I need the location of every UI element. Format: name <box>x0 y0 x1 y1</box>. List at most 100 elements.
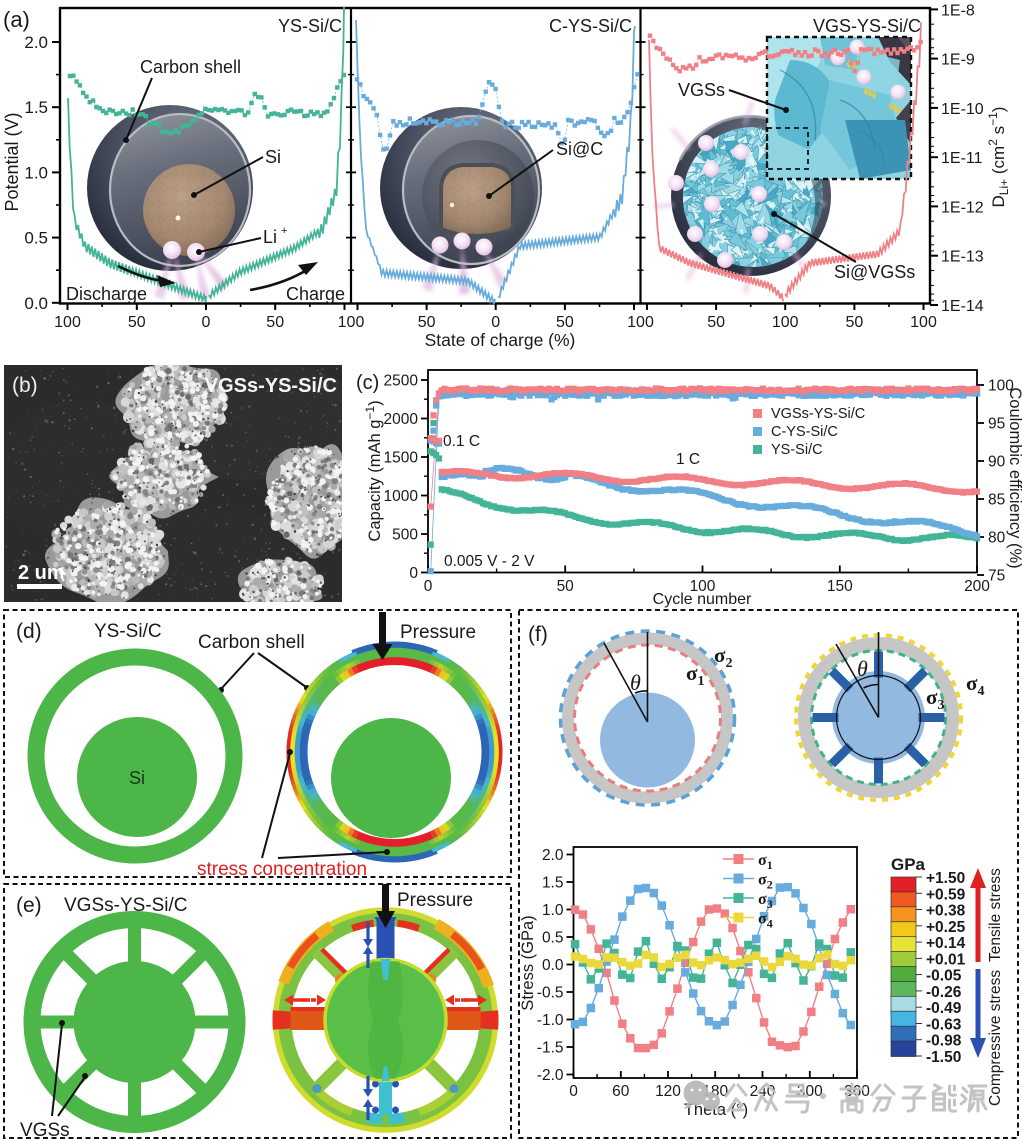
svg-text:50: 50 <box>556 314 574 331</box>
svg-text:0.0: 0.0 <box>542 957 564 974</box>
svg-text:Cycle number: Cycle number <box>653 591 752 608</box>
svg-text:VGSs-YS-Si/C: VGSs-YS-Si/C <box>205 375 337 397</box>
svg-text:500: 500 <box>392 527 418 544</box>
svg-text:-0.98: -0.98 <box>926 1033 962 1050</box>
svg-text:95: 95 <box>988 416 1005 433</box>
svg-text:State of charge (%): State of charge (%) <box>425 330 576 350</box>
svg-text:YS-Si/C: YS-Si/C <box>771 442 823 458</box>
svg-text:DLi+ (cm2 s−1): DLi+ (cm2 s−1) <box>986 107 1011 208</box>
svg-text:+0.01: +0.01 <box>926 951 966 968</box>
svg-text:Li: Li <box>263 227 277 247</box>
svg-text:1.5: 1.5 <box>542 875 564 892</box>
svg-text:Pressure: Pressure <box>397 890 473 911</box>
svg-text:150: 150 <box>827 578 853 595</box>
svg-text:0: 0 <box>202 314 211 331</box>
svg-text:σ3: σ3 <box>758 891 773 911</box>
svg-text:Coulombic efficiency (%): Coulombic efficiency (%) <box>1006 387 1022 568</box>
svg-text:-0.26: -0.26 <box>926 984 962 1001</box>
svg-text:(c): (c) <box>356 372 379 394</box>
svg-text:Capacity (mAh g−1): Capacity (mAh g−1) <box>363 400 384 541</box>
svg-text:(f): (f) <box>528 623 548 646</box>
svg-text:1E-12: 1E-12 <box>941 199 984 216</box>
svg-text:(e): (e) <box>16 894 42 917</box>
svg-text:1000: 1000 <box>384 488 419 505</box>
svg-text:0.005 V - 2 V: 0.005 V - 2 V <box>444 553 535 570</box>
svg-text:2.0: 2.0 <box>542 847 564 864</box>
svg-text:1500: 1500 <box>384 450 419 467</box>
svg-text:1 C: 1 C <box>676 451 700 468</box>
svg-text:50: 50 <box>707 314 725 331</box>
svg-text:200: 200 <box>964 578 990 595</box>
svg-text:Discharge: Discharge <box>66 284 147 304</box>
svg-text:100: 100 <box>54 314 81 331</box>
svg-text:50: 50 <box>557 578 575 595</box>
svg-text:σ2: σ2 <box>714 643 732 671</box>
svg-text:1.5: 1.5 <box>24 98 48 117</box>
svg-text:100: 100 <box>988 378 1014 395</box>
svg-text:+1.50: +1.50 <box>926 870 965 887</box>
svg-text:-0.63: -0.63 <box>926 1017 962 1034</box>
svg-text:Carbon shell: Carbon shell <box>140 57 241 77</box>
svg-text:2500: 2500 <box>384 373 419 390</box>
svg-text:VGS-YS-Si/C: VGS-YS-Si/C <box>813 16 921 36</box>
svg-text:1E-13: 1E-13 <box>941 249 984 266</box>
svg-text:C-YS-Si/C: C-YS-Si/C <box>549 16 632 36</box>
svg-text:+0.59: +0.59 <box>926 886 966 903</box>
svg-text:θ: θ <box>630 670 641 695</box>
svg-text:85: 85 <box>988 492 1005 509</box>
svg-text:1E-14: 1E-14 <box>941 298 984 315</box>
svg-text:-0.5: -0.5 <box>537 985 564 1002</box>
svg-text:90: 90 <box>988 454 1006 471</box>
svg-text:2 um: 2 um <box>18 562 65 584</box>
svg-text:0.0: 0.0 <box>24 294 48 313</box>
svg-text:VGSs-YS-Si/C: VGSs-YS-Si/C <box>64 895 188 916</box>
svg-text:σ4: σ4 <box>966 671 984 699</box>
svg-text:100: 100 <box>772 314 799 331</box>
svg-text:100: 100 <box>910 314 937 331</box>
svg-text:(b): (b) <box>12 374 38 397</box>
svg-text:GPa: GPa <box>891 855 926 874</box>
svg-text:0: 0 <box>424 578 433 595</box>
svg-text:1E-8: 1E-8 <box>941 2 975 19</box>
svg-text:VGSs: VGSs <box>20 1120 70 1140</box>
svg-text:YS-Si/C: YS-Si/C <box>94 621 162 642</box>
svg-text:Potential (V): Potential (V) <box>2 112 22 211</box>
svg-text:θ: θ <box>857 656 868 681</box>
svg-text:2000: 2000 <box>384 411 419 428</box>
svg-text:-1.5: -1.5 <box>537 1040 564 1057</box>
svg-text:1.0: 1.0 <box>24 163 48 182</box>
svg-text:VGSs-YS-Si/C: VGSs-YS-Si/C <box>771 406 865 422</box>
svg-text:+: + <box>281 225 287 237</box>
svg-text:σ1: σ1 <box>758 852 773 872</box>
svg-text:(a): (a) <box>3 7 30 32</box>
svg-text:-0.05: -0.05 <box>926 968 962 985</box>
svg-text:Carbon shell: Carbon shell <box>198 632 305 653</box>
svg-text:100: 100 <box>690 578 716 595</box>
svg-text:+0.38: +0.38 <box>926 903 966 920</box>
svg-text:1E-9: 1E-9 <box>941 52 975 69</box>
svg-text:Si: Si <box>265 147 281 167</box>
svg-text:-1.50: -1.50 <box>926 1049 961 1066</box>
svg-text:100: 100 <box>338 314 365 331</box>
svg-text:1E-10: 1E-10 <box>941 101 984 118</box>
svg-text:Si@VGSs: Si@VGSs <box>834 262 915 282</box>
svg-text:+0.14: +0.14 <box>926 935 966 952</box>
svg-text:VGSs: VGSs <box>678 80 725 100</box>
svg-text:-2.0: -2.0 <box>537 1067 564 1084</box>
svg-text:50: 50 <box>846 314 864 331</box>
svg-text:-1.0: -1.0 <box>537 1012 564 1029</box>
svg-text:Tensile stress: Tensile stress <box>987 868 1004 962</box>
svg-text:σ2: σ2 <box>758 872 773 892</box>
svg-text:50: 50 <box>418 314 436 331</box>
svg-text:+0.25: +0.25 <box>926 919 966 936</box>
svg-text:Charge: Charge <box>286 284 345 304</box>
svg-text:Stress (GPa): Stress (GPa) <box>519 915 537 1010</box>
svg-text:Si@C: Si@C <box>556 139 603 159</box>
svg-text:-0.49: -0.49 <box>926 1000 962 1017</box>
svg-text:0.5: 0.5 <box>24 229 48 248</box>
svg-text:50: 50 <box>266 314 284 331</box>
svg-text:0.5: 0.5 <box>542 930 564 947</box>
svg-text:YS-Si/C: YS-Si/C <box>278 16 342 36</box>
svg-text:50: 50 <box>128 314 146 331</box>
svg-text:Si: Si <box>129 768 145 788</box>
